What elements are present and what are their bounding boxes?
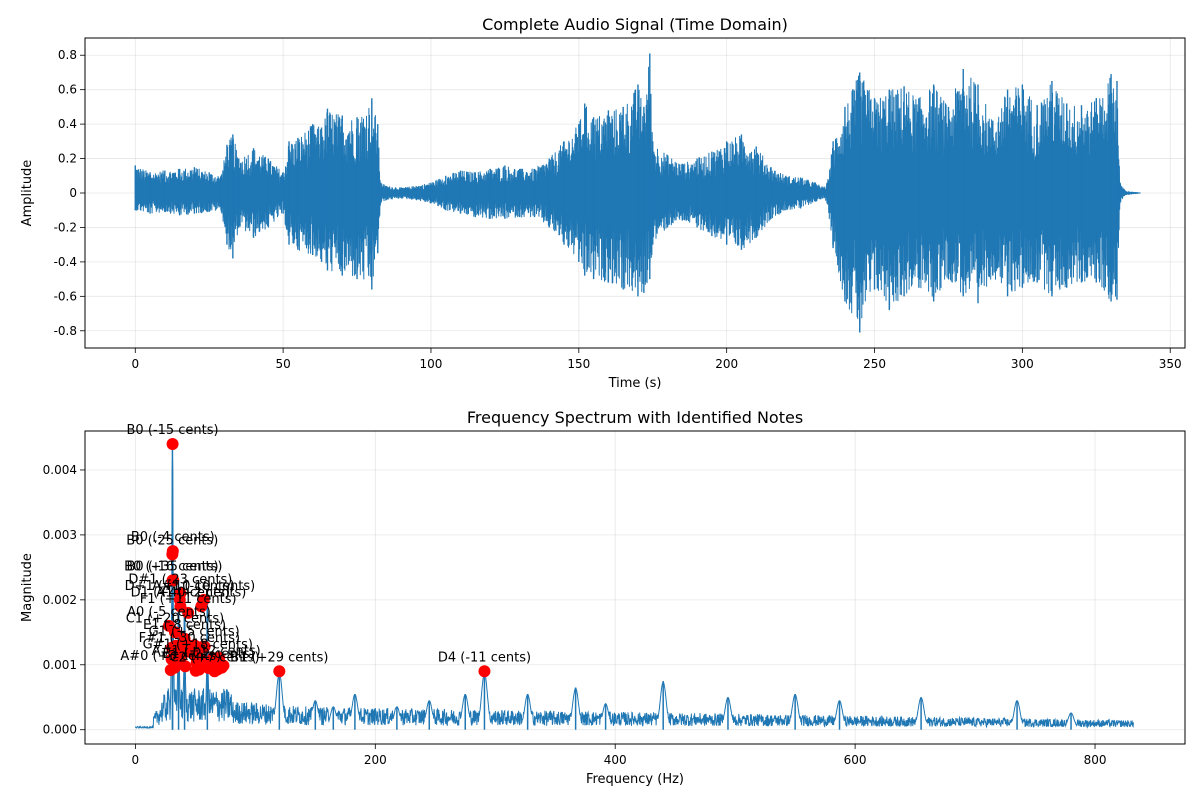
note-annotation: A1 (+2 cents)	[156, 585, 246, 600]
note-annotation: G#1 (+18 cents)	[143, 637, 253, 652]
x-tick-label: 250	[863, 357, 886, 371]
spectrum-axes: 0 200 400 600 800 0.000 0.001 0.002 0.003 0.004 B…	[20, 408, 1186, 787]
note-marker	[191, 645, 204, 658]
note-marker	[166, 548, 179, 561]
time-domain-title: Complete Audio Signal (Time Domain)	[482, 15, 788, 34]
spectrum-title: Frequency Spectrum with Identified Notes	[467, 408, 803, 427]
y-tick-label: 0	[69, 186, 77, 200]
y-tick-label: 0.2	[58, 152, 77, 166]
x-tick-label: 300	[1011, 357, 1034, 371]
note-annotation: F1 (+11 cents)	[140, 592, 237, 607]
x-tick-label: 200	[715, 357, 738, 371]
y-tick-label: 0.004	[43, 463, 77, 477]
note-annotation: B1 (+29 cents)	[230, 650, 328, 665]
y-tick-label: 0.4	[58, 117, 77, 131]
x-tick-label: 0	[132, 753, 140, 767]
y-tick-label: -0.8	[54, 324, 77, 338]
y-tick-label: -0.6	[54, 289, 77, 303]
note-marker	[211, 663, 224, 676]
y-tick-label: -0.4	[54, 255, 77, 269]
spectrum-frame	[84, 430, 1186, 745]
note-annotation: D1 (+40 cents)	[131, 585, 230, 600]
note-annotation: B0 (-25 cents)	[126, 533, 218, 548]
note-annotation: F#1 (-30 cents)	[139, 631, 241, 646]
spectrum-grid	[85, 431, 1185, 744]
note-marker	[166, 437, 179, 450]
x-tick-label: 200	[364, 753, 387, 767]
x-tick-label: 350	[1159, 357, 1182, 371]
note-marker	[190, 657, 203, 670]
note-annotation: B0 (-16 cents)	[127, 559, 219, 574]
note-marker	[166, 574, 179, 587]
note-annotation: C2 (+7 cents)	[169, 650, 259, 665]
y-tick-label: -0.2	[54, 220, 77, 234]
note-marker	[478, 665, 491, 678]
x-tick-label: 600	[844, 753, 867, 767]
x-tick-label: 100	[420, 357, 443, 371]
note-annotation: D4 (-11 cents)	[438, 650, 531, 665]
time-domain-axes: 0 50 100 150 200 250 300 350 -0.8 -0.6 -0.4 -0.2 0 0.…	[20, 15, 1186, 391]
note-annotation: B0 (+35 cents)	[124, 559, 222, 574]
note-marker	[168, 626, 181, 639]
y-tick-label: 0.6	[58, 83, 77, 97]
note-annotation: A#1 (+12 cents)	[152, 644, 261, 659]
note-markers	[162, 437, 491, 678]
note-annotation: C1 (+20 cents)	[126, 611, 224, 626]
note-marker	[195, 600, 208, 613]
x-tick-label: 400	[604, 753, 627, 767]
note-annotation: G1 (+5 cents)	[149, 624, 240, 639]
note-annotations: B0 (-15 cents) B0 (-4 cents)B0 (-25 cents…	[120, 423, 531, 665]
x-tick-label: 50	[275, 357, 290, 371]
spectrum-y-axis-label: Magnitude	[20, 553, 35, 622]
note-annotation: E1 (-8 cents)	[143, 618, 226, 633]
time-domain-signal	[134, 53, 1141, 333]
note-annotation: A#0 (+3 cents)	[120, 649, 221, 664]
x-tick-label: 150	[567, 357, 590, 371]
y-tick-label: 0.001	[43, 658, 77, 672]
y-tick-label: 0.000	[43, 723, 77, 737]
note-annotation: D+1 (+10 cents)	[125, 579, 235, 594]
x-tick-label: 800	[1084, 753, 1107, 767]
note-annotation: D#1 (-23 cents)	[128, 572, 232, 587]
note-marker	[176, 646, 189, 659]
note-annotation: B1 (-22 cents)	[163, 647, 255, 662]
note-marker	[182, 606, 195, 619]
spectrum-ticks: 0 200 400 600 800 0.000 0.001 0.002 0.003 0.004	[43, 463, 1107, 767]
note-annotation: A#1 (-10 cents)	[152, 579, 255, 594]
y-tick-label: 0.003	[43, 528, 77, 542]
x-tick-label: 0	[131, 357, 139, 371]
time-domain-x-axis-label: Time (s)	[608, 376, 662, 391]
time-domain-ticks: 0 50 100 150 200 250 300 350 -0.8 -0.6 -0.4 -0.2 0 0.…	[54, 48, 1182, 371]
note-annotation: B0 (-4 cents)	[131, 530, 215, 545]
note-annotation: B0 (-15 cents)	[127, 423, 219, 438]
note-marker	[179, 660, 192, 673]
spectrum-path	[134, 456, 1134, 730]
y-tick-label: 0.002	[43, 593, 77, 607]
note-marker	[273, 665, 286, 678]
spectrum-x-axis-label: Frequency (Hz)	[586, 772, 684, 787]
y-tick-label: 0.8	[58, 48, 77, 62]
note-annotation: A0 (-5 cents)	[127, 605, 211, 620]
time-domain-y-axis-label: Amplitude	[20, 160, 35, 227]
